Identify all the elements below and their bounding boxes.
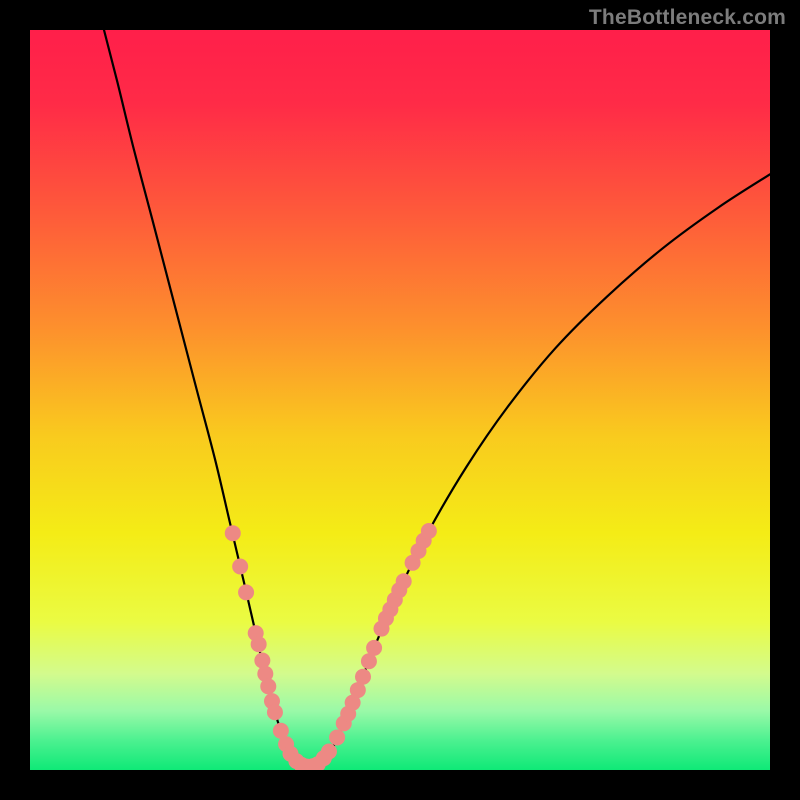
watermark-text: TheBottleneck.com <box>589 6 786 30</box>
data-marker <box>238 584 254 600</box>
data-marker <box>225 525 241 541</box>
data-marker <box>366 640 382 656</box>
data-marker <box>321 744 337 760</box>
plot-background <box>30 30 770 770</box>
data-marker <box>254 652 270 668</box>
bottleneck-curve-chart <box>0 0 800 800</box>
data-marker <box>232 559 248 575</box>
data-marker <box>267 704 283 720</box>
data-marker <box>329 729 345 745</box>
data-marker <box>396 573 412 589</box>
data-marker <box>421 523 437 539</box>
data-marker <box>251 636 267 652</box>
data-marker <box>260 678 276 694</box>
data-marker <box>355 669 371 685</box>
chart-container: TheBottleneck.com <box>0 0 800 800</box>
